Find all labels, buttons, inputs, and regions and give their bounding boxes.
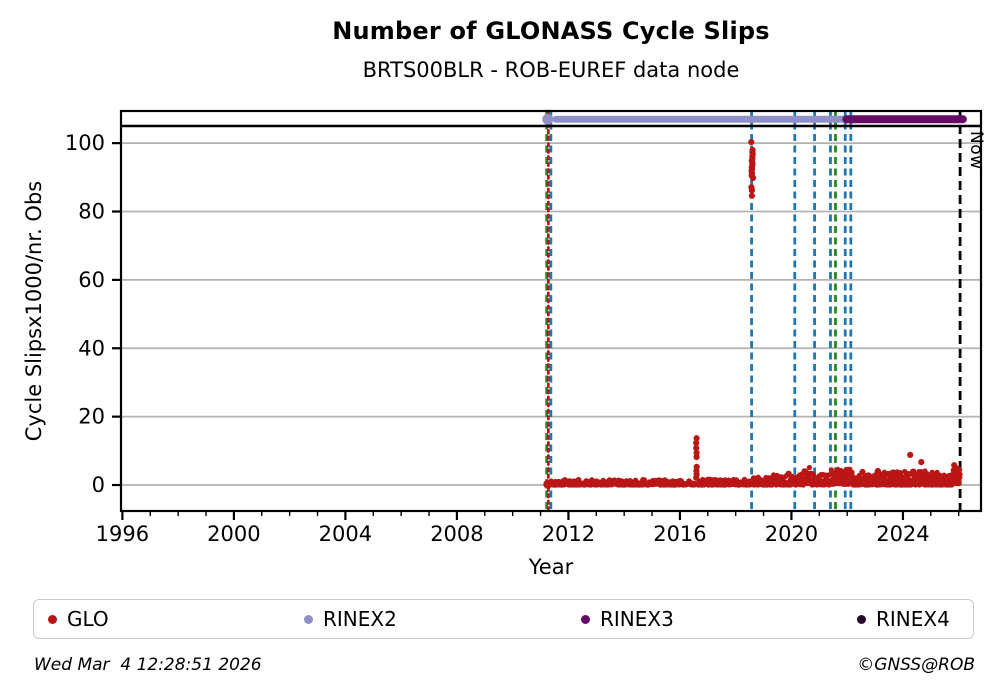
legend-item-rinex4: RINEX4: [857, 600, 950, 638]
legend-label-rinex2: RINEX2: [323, 607, 397, 631]
chart-subtitle: BRTS00BLR - ROB-EUREF data node: [362, 58, 740, 82]
legend-label-rinex4: RINEX4: [876, 607, 950, 631]
svg-text:0: 0: [92, 473, 105, 497]
event-lines: [545, 109, 962, 513]
svg-text:100: 100: [65, 131, 105, 155]
svg-text:2000: 2000: [207, 522, 260, 546]
legend-label-rinex3: RINEX3: [600, 607, 674, 631]
legend-item-rinex3: RINEX3: [581, 600, 674, 638]
now-line-label: Now: [966, 131, 986, 170]
rinex2-marker-icon: [304, 614, 313, 624]
svg-text:2024: 2024: [876, 522, 929, 546]
x-axis-label: Year: [528, 555, 574, 579]
legend-item-rinex2: RINEX2: [304, 600, 397, 638]
glo-marker-icon: [48, 614, 57, 624]
svg-text:80: 80: [78, 200, 105, 224]
plot-timestamp: Wed Mar 4 12:28:51 2026: [34, 655, 262, 675]
svg-text:2016: 2016: [653, 522, 706, 546]
legend-box: GLO RINEX2 RINEX3 RINEX4: [33, 599, 974, 639]
chart-title: Number of GLONASS Cycle Slips: [332, 17, 770, 45]
rinex3-marker-icon: [581, 614, 590, 624]
rinex-bands: [542, 113, 967, 125]
glo-scatter-points: [543, 139, 963, 489]
plot-frame: [119, 109, 983, 513]
svg-text:2020: 2020: [765, 522, 818, 546]
svg-text:60: 60: [78, 268, 105, 292]
credit-text: ©GNSS@ROB: [857, 655, 975, 675]
legend-label-glo: GLO: [67, 607, 109, 631]
svg-text:2012: 2012: [542, 522, 595, 546]
svg-text:2004: 2004: [319, 522, 372, 546]
svg-text:2008: 2008: [430, 522, 483, 546]
svg-text:1996: 1996: [96, 522, 149, 546]
svg-text:40: 40: [78, 336, 105, 360]
legend-item-glo: GLO: [48, 600, 109, 638]
svg-text:20: 20: [78, 405, 105, 429]
axis-ticks: [112, 142, 960, 520]
tick-labels: 1996 2000 2004 2008 2012 2016 2020 2024 0 20 40 60 8…: [65, 131, 930, 546]
rinex4-marker-icon: [857, 614, 866, 624]
